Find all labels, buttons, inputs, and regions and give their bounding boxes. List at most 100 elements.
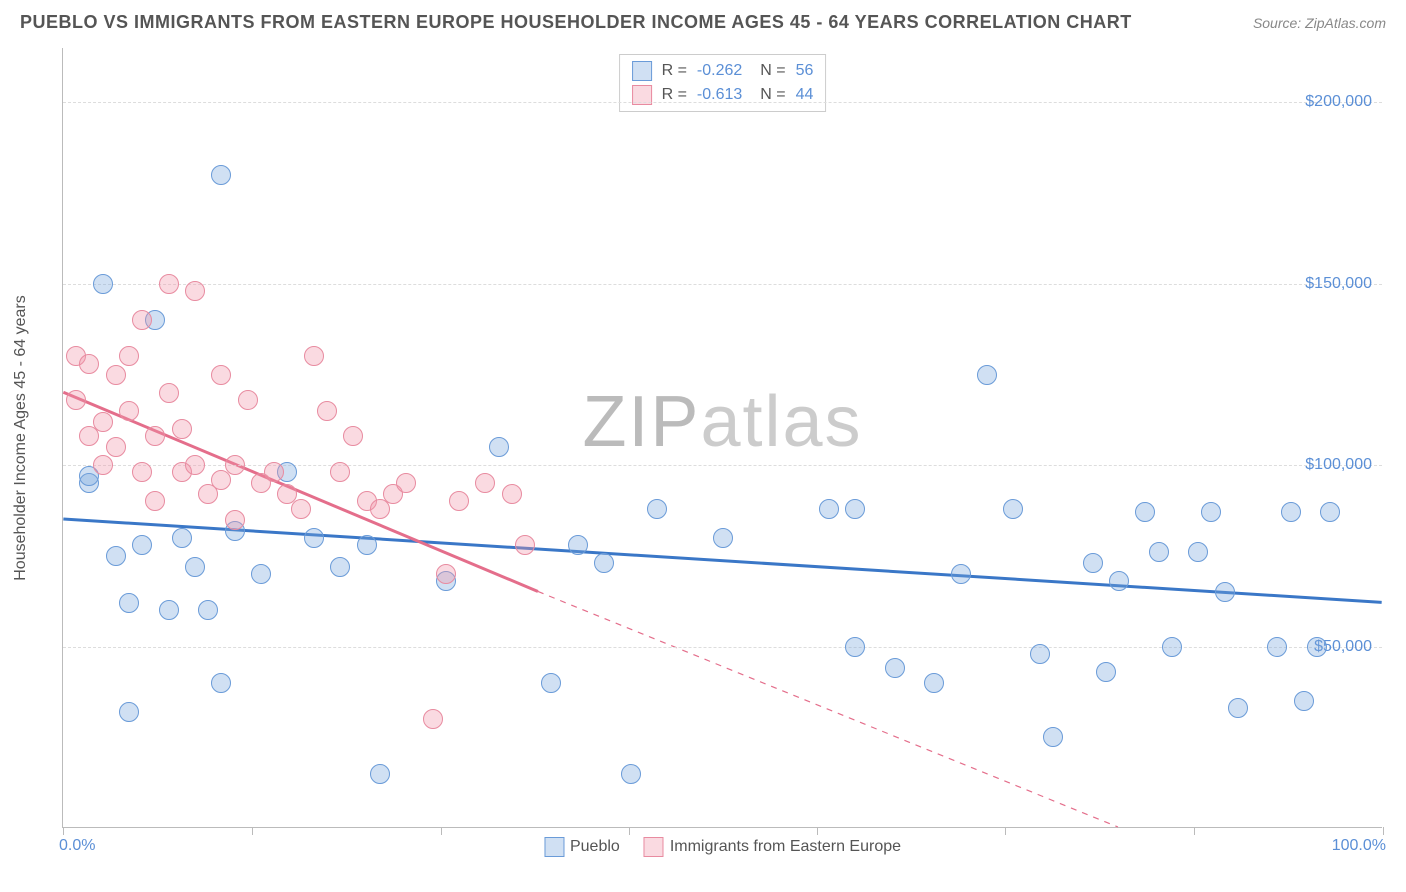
scatter-point: [951, 564, 971, 584]
legend-r-value: -0.262: [697, 62, 742, 80]
legend-n-value: 56: [796, 62, 814, 80]
scatter-point: [159, 600, 179, 620]
scatter-point: [489, 437, 509, 457]
legend-series: Pueblo Immigrants from Eastern Europe: [544, 837, 901, 857]
x-tick: [441, 827, 442, 835]
scatter-point: [132, 310, 152, 330]
scatter-point: [845, 499, 865, 519]
plot-area: Householder Income Ages 45 - 64 years ZI…: [62, 48, 1382, 828]
scatter-point: [251, 564, 271, 584]
scatter-point: [185, 281, 205, 301]
scatter-point: [423, 709, 443, 729]
scatter-point: [317, 401, 337, 421]
scatter-point: [1320, 502, 1340, 522]
scatter-point: [106, 546, 126, 566]
x-tick: [1383, 827, 1384, 835]
scatter-point: [132, 535, 152, 555]
scatter-point: [594, 553, 614, 573]
legend-item: Pueblo: [544, 837, 620, 857]
scatter-point: [185, 557, 205, 577]
legend-n-label: N =: [760, 62, 785, 80]
scatter-point: [106, 437, 126, 457]
scatter-point: [304, 528, 324, 548]
legend-swatch: [644, 837, 664, 857]
scatter-point: [93, 274, 113, 294]
scatter-point: [845, 637, 865, 657]
scatter-point: [713, 528, 733, 548]
scatter-point: [1162, 637, 1182, 657]
y-tick-label: $100,000: [1305, 456, 1372, 474]
legend-n-value: 44: [796, 86, 814, 104]
scatter-point: [621, 764, 641, 784]
scatter-point: [211, 673, 231, 693]
scatter-point: [119, 401, 139, 421]
scatter-point: [211, 365, 231, 385]
scatter-point: [172, 528, 192, 548]
scatter-point: [502, 484, 522, 504]
scatter-point: [211, 165, 231, 185]
scatter-point: [1043, 727, 1063, 747]
y-axis-title: Householder Income Ages 45 - 64 years: [12, 295, 30, 581]
gridline: [63, 647, 1382, 648]
scatter-point: [330, 557, 350, 577]
scatter-point: [1267, 637, 1287, 657]
scatter-point: [1135, 502, 1155, 522]
gridline: [63, 284, 1382, 285]
scatter-point: [396, 473, 416, 493]
chart-title: PUEBLO VS IMMIGRANTS FROM EASTERN EUROPE…: [20, 12, 1132, 33]
trend-line: [63, 392, 538, 591]
x-tick: [1194, 827, 1195, 835]
legend-r-label: R =: [662, 86, 687, 104]
scatter-point: [93, 412, 113, 432]
scatter-point: [515, 535, 535, 555]
scatter-point: [119, 702, 139, 722]
scatter-point: [370, 764, 390, 784]
scatter-point: [1188, 542, 1208, 562]
legend-label: Pueblo: [570, 838, 620, 856]
gridline: [63, 102, 1382, 103]
scatter-point: [977, 365, 997, 385]
scatter-point: [291, 499, 311, 519]
y-tick-label: $150,000: [1305, 275, 1372, 293]
scatter-point: [1003, 499, 1023, 519]
scatter-point: [1096, 662, 1116, 682]
scatter-point: [343, 426, 363, 446]
x-tick: [63, 827, 64, 835]
scatter-point: [1201, 502, 1221, 522]
x-tick: [817, 827, 818, 835]
scatter-point: [238, 390, 258, 410]
scatter-point: [1307, 637, 1327, 657]
scatter-point: [819, 499, 839, 519]
scatter-point: [264, 462, 284, 482]
scatter-point: [449, 491, 469, 511]
scatter-point: [1215, 582, 1235, 602]
scatter-point: [145, 426, 165, 446]
gridline: [63, 465, 1382, 466]
scatter-point: [225, 455, 245, 475]
scatter-point: [145, 491, 165, 511]
scatter-point: [66, 390, 86, 410]
scatter-point: [159, 383, 179, 403]
scatter-point: [119, 346, 139, 366]
scatter-point: [185, 455, 205, 475]
x-tick: [252, 827, 253, 835]
scatter-point: [1109, 571, 1129, 591]
scatter-point: [357, 535, 377, 555]
scatter-point: [1083, 553, 1103, 573]
scatter-point: [924, 673, 944, 693]
x-tick: [1005, 827, 1006, 835]
scatter-point: [172, 419, 192, 439]
legend-swatch: [544, 837, 564, 857]
legend-label: Immigrants from Eastern Europe: [670, 838, 901, 856]
scatter-point: [93, 455, 113, 475]
chart-svg: [63, 48, 1382, 827]
scatter-point: [1149, 542, 1169, 562]
y-tick-label: $200,000: [1305, 93, 1372, 111]
scatter-point: [475, 473, 495, 493]
scatter-point: [568, 535, 588, 555]
legend-r-label: R =: [662, 62, 687, 80]
scatter-point: [159, 274, 179, 294]
scatter-point: [885, 658, 905, 678]
legend-n-label: N =: [760, 86, 785, 104]
scatter-point: [106, 365, 126, 385]
